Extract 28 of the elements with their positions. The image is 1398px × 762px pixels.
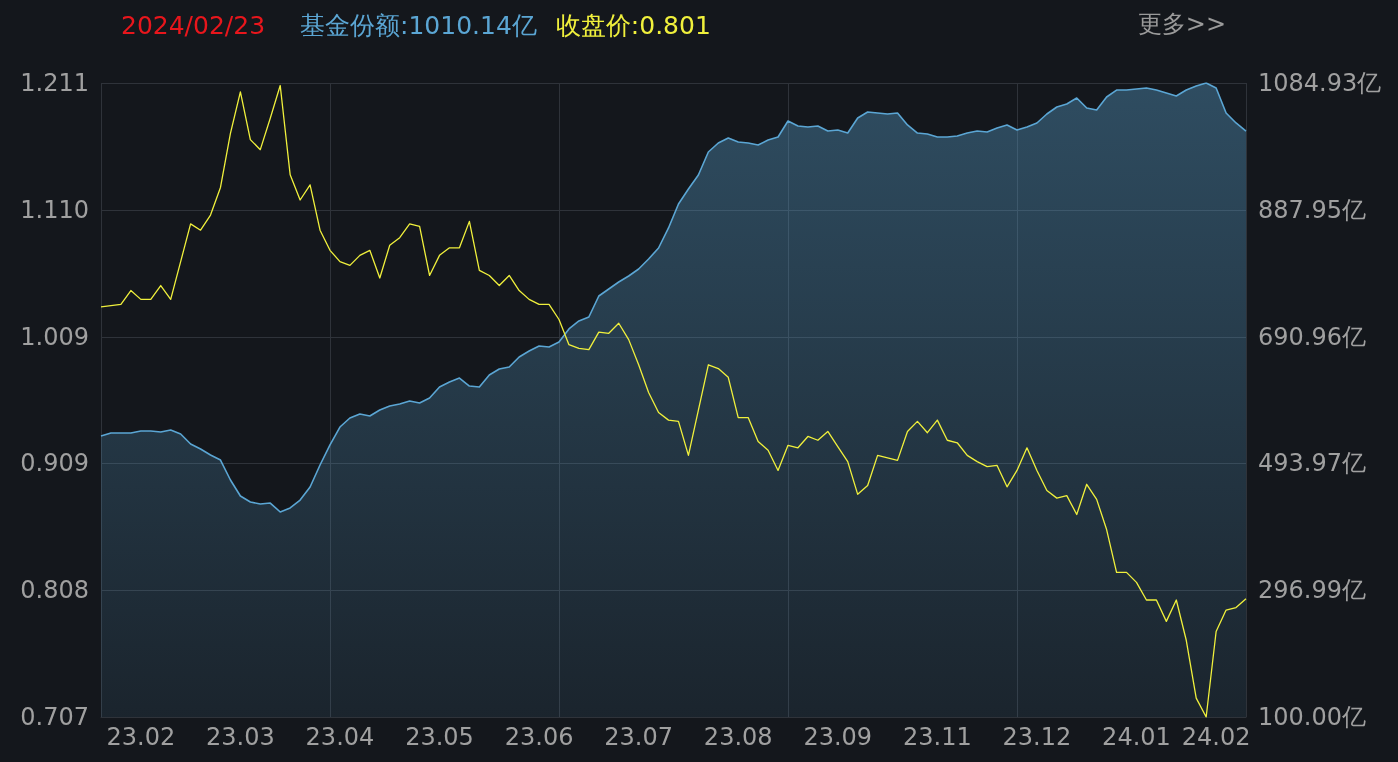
- y2-tick-label: 493.97亿: [1258, 449, 1366, 478]
- x-tick-label: 23.04: [305, 723, 375, 751]
- y-tick-label: 0.909: [20, 448, 89, 477]
- x-tick-label: 24.01: [1102, 723, 1171, 751]
- y2-tick-label: 1084.93亿: [1258, 69, 1382, 97]
- y2-tick-label: 690.96亿: [1258, 322, 1366, 351]
- y-tick-label: 0.808: [20, 575, 89, 604]
- x-tick-label: 24.02: [1181, 723, 1251, 751]
- x-tick-label: 23.11: [902, 723, 972, 751]
- y2-tick-label: 887.95亿: [1258, 195, 1366, 224]
- x-tick-label: 23.06: [504, 723, 574, 751]
- y2-tick-label: 100.00亿: [1258, 703, 1366, 731]
- x-tick-label: 23.09: [803, 723, 873, 751]
- chart-title: 2024/02/23: [121, 11, 266, 40]
- x-tick-label: 23.05: [405, 723, 474, 751]
- text: 基金份额:1010.14亿: [300, 11, 537, 40]
- x-tick-label: 23.07: [604, 723, 674, 751]
- y2-tick-label: 296.99亿: [1258, 576, 1366, 605]
- text: 收盘价:0.801: [555, 11, 711, 40]
- y-tick-label: 0.707: [20, 703, 89, 731]
- y-tick-label: 1.211: [20, 69, 89, 97]
- x-tick-label: 23.08: [703, 723, 773, 751]
- x-tick-label: 23.12: [1002, 723, 1072, 751]
- x-tick-label: 23.03: [206, 723, 275, 751]
- y-tick-label: 1.009: [20, 323, 89, 352]
- x-tick-label: 23.02: [106, 723, 176, 751]
- text: 更多>>: [1137, 10, 1226, 38]
- y-tick-label: 1.110: [20, 196, 89, 225]
